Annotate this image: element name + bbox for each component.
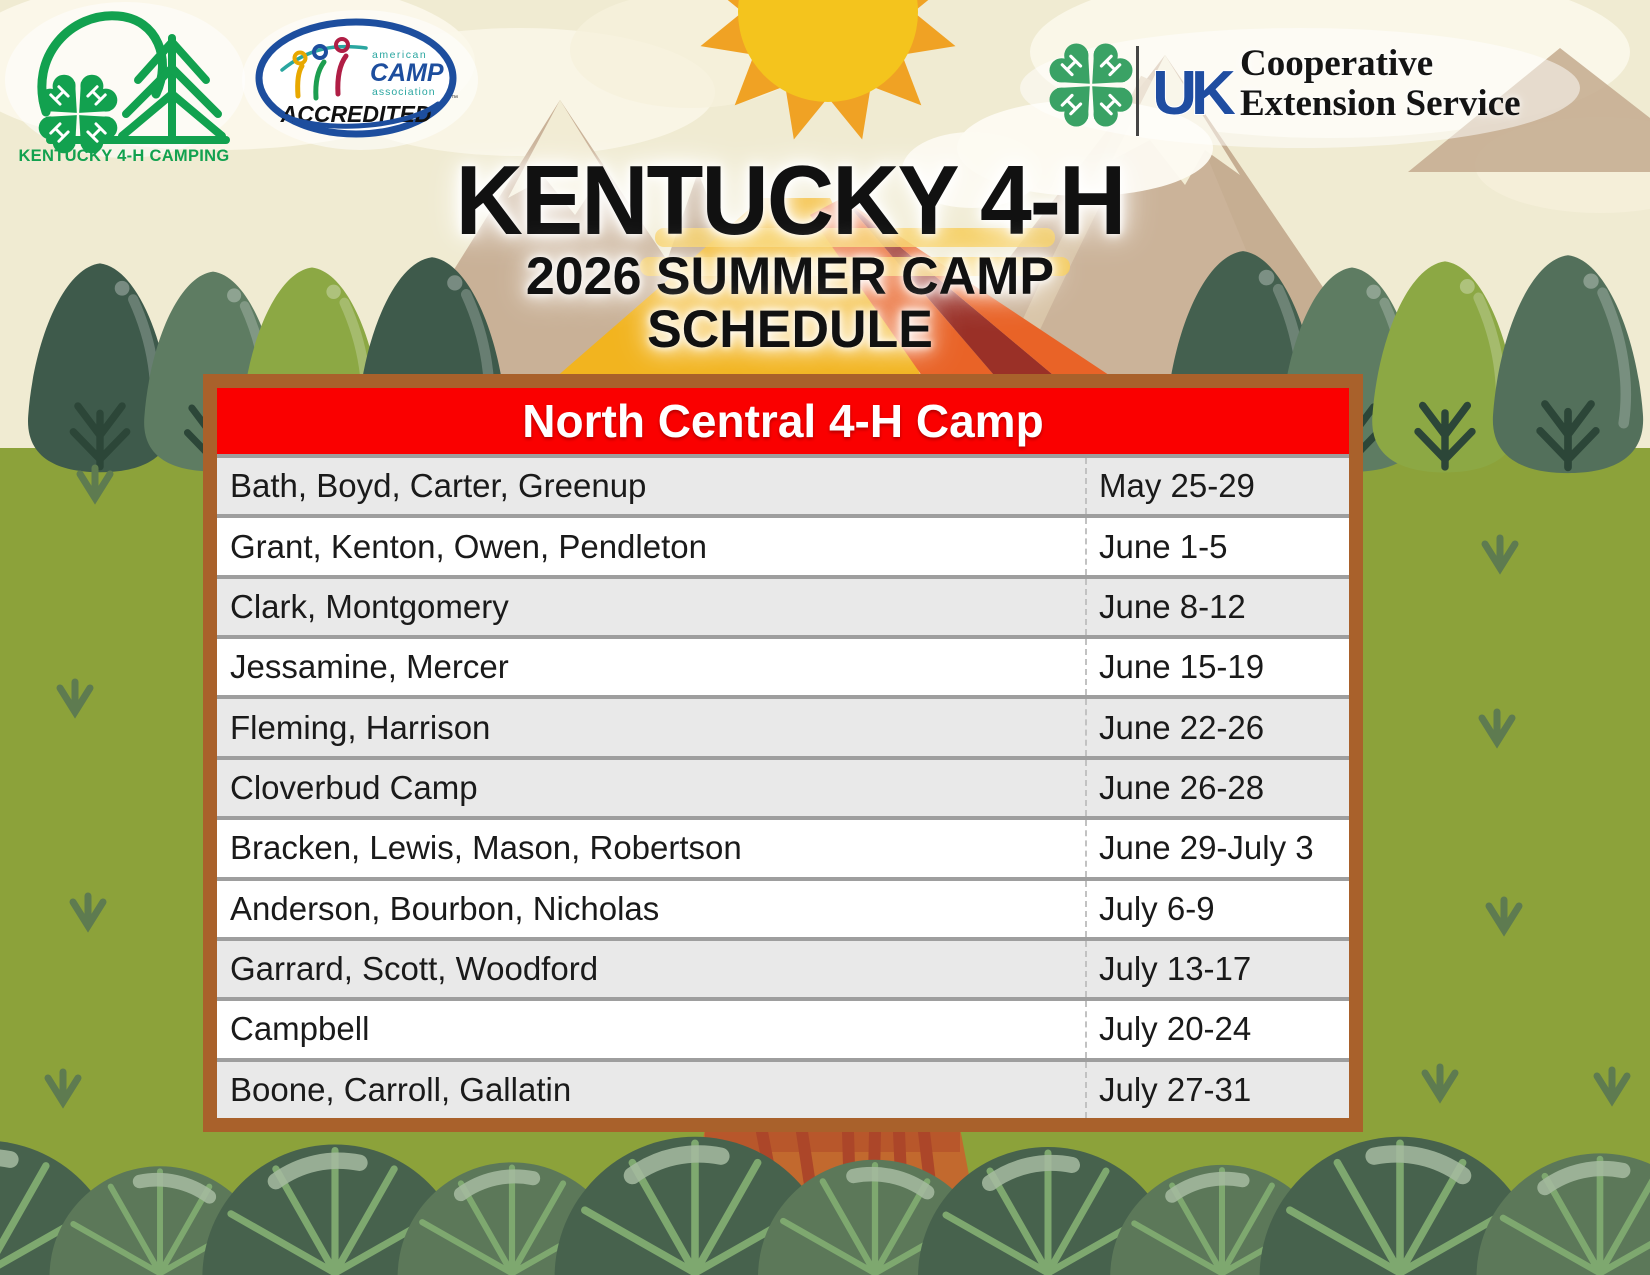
camping-logo-caption: KENTUCKY 4-H CAMPING: [18, 147, 229, 165]
aca-word-camp: CAMP: [370, 59, 444, 87]
aca-word-association: association: [372, 86, 436, 98]
aca-figures-icon: [280, 37, 368, 101]
uk-monogram: UK: [1152, 59, 1236, 128]
table-row: Grant, Kenton, Owen, Pendleton June 1-5: [217, 514, 1349, 575]
row-counties: Boone, Carroll, Gallatin: [230, 1070, 572, 1108]
row-counties: Bath, Boyd, Carter, Greenup: [230, 467, 647, 505]
row-counties: Grant, Kenton, Owen, Pendleton: [230, 527, 707, 565]
pine-tree-icon: [46, 34, 230, 144]
schedule-table: North Central 4-H Camp Bath, Boyd, Carte…: [203, 374, 1363, 1132]
row-dates: June 8-12: [1085, 578, 1349, 636]
table-row: Bracken, Lewis, Mason, Robertson June 29…: [217, 816, 1349, 877]
row-dates: June 15-19: [1085, 639, 1349, 696]
row-counties: Cloverbud Camp: [230, 768, 478, 806]
aca-tm-mark: ™: [451, 95, 458, 102]
row-counties: Fleming, Harrison: [230, 708, 491, 746]
row-counties: Garrard, Scott, Woodford: [230, 950, 599, 988]
camp-name-header: North Central 4-H Camp: [217, 388, 1349, 454]
schedule-rows: Bath, Boyd, Carter, Greenup May 25-29 Gr…: [217, 454, 1349, 1118]
row-counties: Anderson, Bourbon, Nicholas: [230, 889, 660, 927]
row-counties: Jessamine, Mercer: [230, 648, 509, 686]
table-row: Anderson, Bourbon, Nicholas July 6-9: [217, 876, 1349, 937]
row-dates: July 20-24: [1085, 1001, 1349, 1058]
sun-icon: [700, 0, 956, 140]
row-dates: June 26-28: [1085, 759, 1349, 817]
row-dates: June 22-26: [1085, 699, 1349, 756]
table-row: Clark, Montgomery June 8-12: [217, 574, 1349, 636]
table-row: Garrard, Scott, Woodford July 13-17: [217, 936, 1349, 998]
row-dates: May 25-29: [1085, 458, 1349, 515]
aca-word-american: american: [372, 49, 427, 61]
row-dates: July 27-31: [1085, 1061, 1349, 1118]
uk-logo: UK: [1151, 58, 1236, 129]
row-dates: July 13-17: [1085, 940, 1349, 998]
kentucky-4h-camping-logo: KENTUCKY 4-H CAMPING: [18, 11, 230, 165]
extension-line1: Cooperative: [1240, 43, 1434, 84]
table-row: Fleming, Harrison June 22-26: [217, 695, 1349, 756]
4h-clover-icon: [1046, 40, 1136, 130]
table-row: Jessamine, Mercer June 15-19: [217, 635, 1349, 696]
cooperative-extension-wordmark: Cooperative Extension Service: [1240, 44, 1521, 124]
row-dates: July 6-9: [1085, 880, 1349, 937]
table-row: Campbell July 20-24: [217, 997, 1349, 1058]
row-dates: June 1-5: [1085, 518, 1349, 575]
table-row: Boone, Carroll, Gallatin July 27-31: [217, 1057, 1349, 1118]
sun-arc-icon: [37, 11, 167, 117]
row-counties: Clark, Montgomery: [230, 587, 509, 625]
row-counties: Campbell: [230, 1010, 370, 1048]
logo-divider: [1136, 46, 1139, 136]
table-row: Cloverbud Camp June 26-28: [217, 755, 1349, 817]
table-row: Bath, Boyd, Carter, Greenup May 25-29: [217, 454, 1349, 515]
extension-line2: Extension Service: [1240, 83, 1521, 124]
aca-accredited-logo: american CAMP association ™ ACCREDITED: [255, 18, 458, 138]
row-counties: Bracken, Lewis, Mason, Robertson: [230, 829, 742, 867]
row-dates: June 29-July 3: [1085, 820, 1349, 877]
